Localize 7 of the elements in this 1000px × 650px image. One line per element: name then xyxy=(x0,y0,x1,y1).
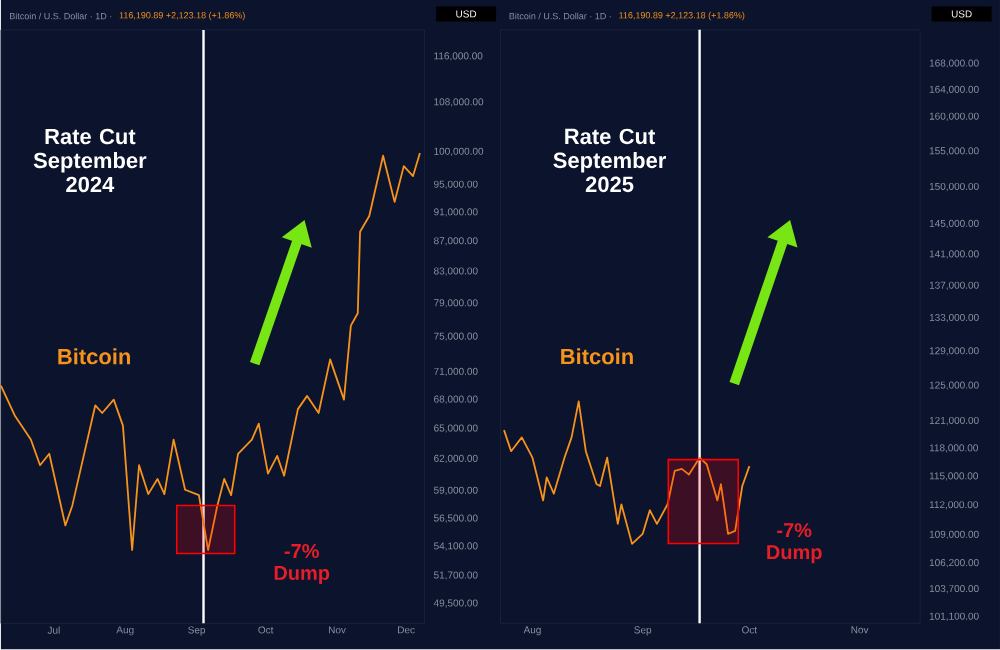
annotation: -7% Dump xyxy=(274,544,330,585)
series-label: Bitcoin xyxy=(58,348,130,365)
annotation: -7% Dump xyxy=(767,523,822,564)
series-label: Bitcoin xyxy=(561,348,633,365)
line-series xyxy=(503,400,751,546)
ref-line-label: Rate Cut September 2025 xyxy=(553,128,666,193)
ref-line-label: Rate Cut September 2024 xyxy=(33,129,147,193)
